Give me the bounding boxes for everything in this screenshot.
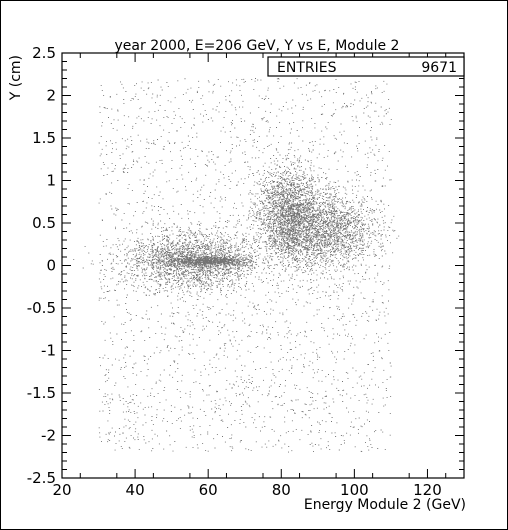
x-axis-label: Energy Module 2 (GeV) <box>304 497 466 513</box>
y-tick-label: -2.5 <box>27 469 56 487</box>
y-tick-label: 2.5 <box>32 44 56 62</box>
y-tick-label: -0.5 <box>27 299 56 317</box>
stats-box-frame <box>267 56 465 77</box>
axis-ticks: 20 40 60 80 100 120 -2.5 -2 -1.5 -1 -0.5 0 0.5 1 1.5 2 2… <box>27 44 464 499</box>
y-tick-label: 0.5 <box>32 214 56 232</box>
y-axis-label: Y (cm) <box>8 55 24 101</box>
x-tick-label: 40 <box>126 481 145 499</box>
x-tick-label: 120 <box>413 481 442 499</box>
y-tick-label: 0 <box>46 257 56 275</box>
chart-title: year 2000, E=206 GeV, Y vs E, Module 2 <box>115 38 400 54</box>
y-tick-label: -1.5 <box>27 384 56 402</box>
x-tick-label: 80 <box>272 481 291 499</box>
x-tick-label: 60 <box>199 481 218 499</box>
x-tick-label: 100 <box>340 481 369 499</box>
stats-entries-value: 9671 <box>421 60 457 76</box>
y-tick-label: 1.5 <box>32 129 56 147</box>
y-tick-label: -1 <box>41 342 56 360</box>
y-tick-label: 2 <box>46 87 56 105</box>
stats-entries-label: ENTRIES <box>277 60 337 76</box>
stats-box: ENTRIES 9671 <box>267 56 465 77</box>
y-tick-label: 1 <box>46 172 56 190</box>
x-tick-label: 20 <box>52 481 71 499</box>
scatter-point <box>73 78 400 453</box>
scatter-points <box>73 78 400 453</box>
y-tick-label: -2 <box>41 427 56 445</box>
